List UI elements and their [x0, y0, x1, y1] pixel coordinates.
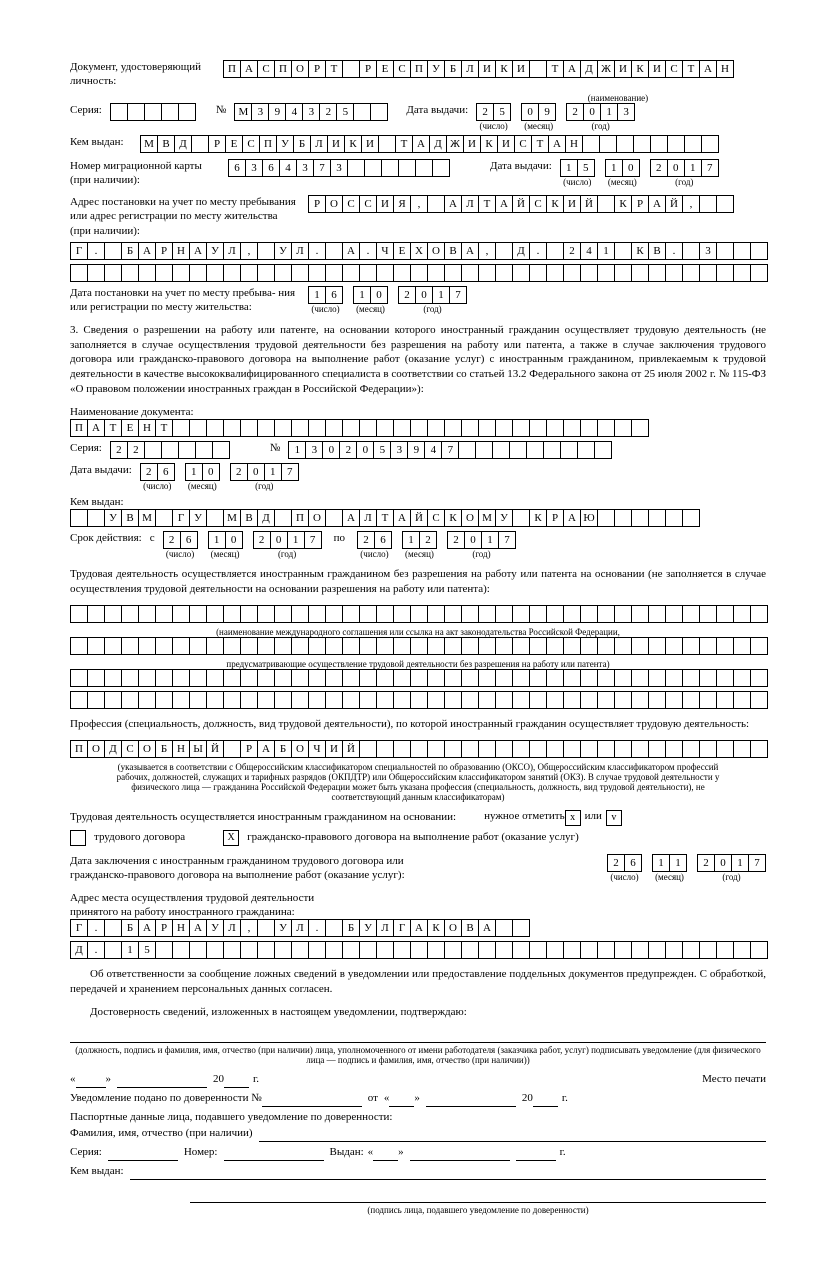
reg-date-label: Дата постановки на учет по месту пребыва… — [70, 286, 300, 315]
doc-name-cells: ПАСПОРТРЕСПУБЛИКИТАДЖИКИСТАН — [223, 60, 734, 78]
date-year-field[interactable] — [224, 1073, 249, 1088]
to-d: 26 — [357, 531, 392, 549]
poa-num[interactable] — [262, 1092, 362, 1107]
date-month-field[interactable] — [117, 1073, 207, 1088]
num-label: № — [216, 103, 227, 117]
reg-d: 16 — [308, 286, 343, 304]
poa-year[interactable] — [533, 1092, 558, 1107]
p-num-label: № — [270, 441, 281, 455]
issued-by-cells: МВДРЕСПУБЛИКИТАДЖИКИСТАН — [140, 135, 719, 153]
fio-field[interactable] — [259, 1127, 766, 1142]
np-r4 — [70, 691, 768, 709]
migr-y: 2017 — [650, 159, 719, 177]
p-by-label: Кем выдан: — [70, 495, 132, 509]
p-series-label: Серия: — [70, 441, 102, 455]
num-cells: М394325 — [234, 103, 388, 121]
addr-label: Адрес постановки на учет по месту пребыв… — [70, 195, 300, 238]
stamp-label: Место печати — [702, 1073, 766, 1085]
issued-by-label: Кем выдан: — [70, 135, 132, 149]
addr-row3 — [70, 264, 768, 282]
term-label: Срок действия: — [70, 531, 142, 545]
poa-sig-line — [190, 1188, 766, 1203]
p-series: 22 — [110, 441, 230, 459]
migr-num: 6364373 — [228, 159, 450, 177]
section3-text: 3. Сведения о разрешении на работу или п… — [70, 323, 766, 397]
migr-label: Номер миграционной карты (при наличии): — [70, 159, 220, 188]
np-r3 — [70, 669, 768, 687]
pass-by[interactable] — [130, 1165, 766, 1180]
chk-gpd[interactable]: X — [223, 830, 239, 846]
footer-p2: Достоверность сведений, изложенных в нас… — [70, 1005, 766, 1020]
migr-d: 15 — [560, 159, 595, 177]
p-num: 1302053947 — [288, 441, 612, 459]
reg-m: 10 — [353, 286, 388, 304]
prof-note: (указывается в соответствии с Общероссий… — [100, 762, 736, 802]
nopermit-rows: (наименование международного соглашения … — [70, 605, 766, 709]
sig-line — [70, 1028, 766, 1043]
migr-m: 10 — [605, 159, 640, 177]
addr-row1: РОССИЯ,АЛТАЙСКИЙКРАЙ, — [308, 195, 734, 213]
doc-name-sub: (наименование) — [470, 93, 766, 103]
docname-label: Наименование документа: — [70, 405, 210, 419]
migr-issue-label: Дата выдачи: — [490, 159, 552, 173]
wa-r2: Д.15 — [70, 941, 768, 959]
address: Адрес постановки на учет по месту пребыв… — [70, 195, 766, 314]
addr-row2: Г.БАРНАУЛ,УЛ.А.ЧЕХОВА,Д.241КВ.3 — [70, 242, 768, 260]
nopermit-label: Трудовая деятельность осуществляется ино… — [70, 567, 766, 597]
pass-year[interactable] — [516, 1146, 556, 1161]
pass-ser[interactable] — [108, 1146, 178, 1161]
p-issue-label: Дата выдачи: — [70, 463, 132, 477]
prof-cells: ПОДСОБНЫЙРАБОЧИЙ — [70, 740, 768, 758]
issue-m: 09 — [521, 103, 556, 121]
date-day-field[interactable] — [76, 1073, 106, 1088]
c-m: 11 — [652, 854, 687, 872]
reg-y: 2017 — [398, 286, 467, 304]
to-y: 2017 — [447, 531, 516, 549]
p-m: 10 — [185, 463, 220, 481]
basis-row: Трудовая деятельность осуществляется ино… — [70, 810, 766, 826]
footer-p1: Об ответственности за сообщение ложных с… — [70, 967, 766, 997]
identity-doc: Документ, удостоверяющий личность: ПАСПО… — [70, 60, 766, 153]
wa-r1: Г.БАРНАУЛ,УЛ.БУЛГАКОВА — [70, 919, 530, 937]
poa-month[interactable] — [426, 1092, 516, 1107]
pass-month[interactable] — [410, 1146, 510, 1161]
prof-label: Профессия (специальность, должность, вид… — [70, 717, 766, 732]
migration-card: Номер миграционной карты (при наличии): … — [70, 159, 766, 188]
p-y: 2017 — [230, 463, 299, 481]
pass-label: Паспортные данные лица, подавшего уведом… — [70, 1111, 766, 1123]
docname-cells: ПАТЕНТ — [70, 419, 649, 437]
pass-day[interactable] — [373, 1146, 398, 1161]
np-r2 — [70, 637, 768, 655]
to-m: 12 — [402, 531, 437, 549]
np-r1 — [70, 605, 768, 623]
contract-label: Дата заключения с иностранным гражданино… — [70, 854, 440, 883]
from-y: 2017 — [253, 531, 322, 549]
from-m: 10 — [208, 531, 243, 549]
poa-day[interactable] — [389, 1092, 414, 1107]
mark-x: х — [565, 810, 581, 826]
c-y: 2017 — [697, 854, 766, 872]
from-d: 26 — [163, 531, 198, 549]
pass-num[interactable] — [224, 1146, 324, 1161]
mark-v: v — [606, 810, 622, 826]
series-cells — [110, 103, 196, 121]
series-label: Серия: — [70, 103, 102, 117]
chk-trudovoy[interactable] — [70, 830, 86, 846]
issue-y: 2013 — [566, 103, 635, 121]
permit: Наименование документа: ПАТЕНТ Серия: 22… — [70, 405, 766, 560]
doc-label: Документ, удостоверяющий личность: — [70, 60, 215, 89]
issue-d: 25 — [476, 103, 511, 121]
p-d: 26 — [140, 463, 175, 481]
issue-label: Дата выдачи: — [406, 103, 468, 117]
c-d: 26 — [607, 854, 642, 872]
p-by: УВМГУМВДПОАЛТАЙСКОМУКРАЮ — [70, 509, 700, 527]
workaddr-label: Адрес места осуществления трудовой деяте… — [70, 891, 330, 920]
date-stamp-row: «» 20 г. Место печати — [70, 1073, 766, 1088]
